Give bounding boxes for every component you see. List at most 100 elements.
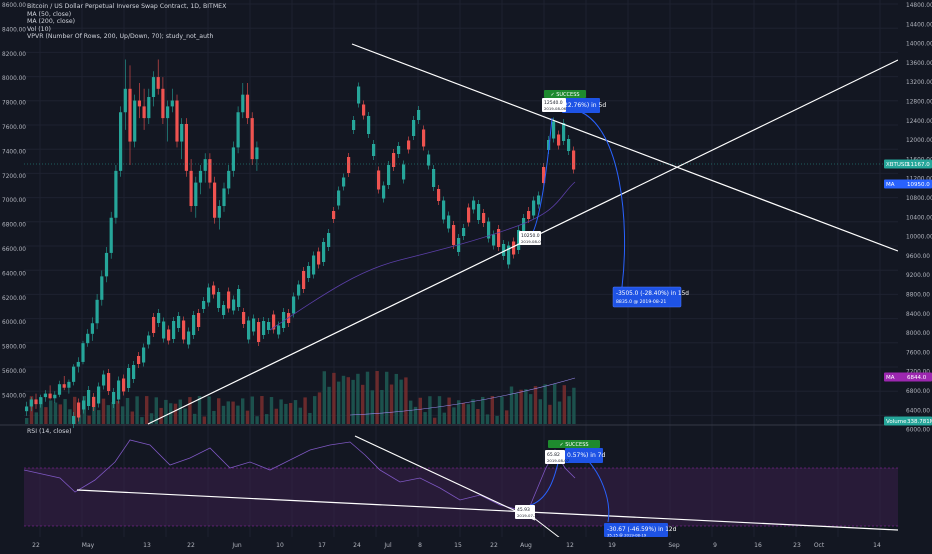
volume-bar (490, 396, 494, 424)
volume-bar (101, 398, 106, 424)
volume-bar (236, 405, 240, 424)
volume-bar (447, 397, 451, 424)
right-axis-tick: 10400.00 (906, 215, 932, 221)
rsi-high-date: 2019-08-07 (547, 458, 570, 463)
grid (0, 0, 932, 537)
candle-body (212, 285, 216, 295)
candle-body (462, 228, 466, 236)
candle-body (377, 170, 381, 190)
volume-bar (351, 379, 355, 424)
volume-bar (418, 397, 422, 424)
candle-body (397, 146, 401, 154)
left-axis-tick: 5800.00 (2, 345, 26, 351)
candle-body (342, 177, 346, 187)
candle-body (250, 118, 254, 160)
candle-body (43, 393, 47, 398)
candle-body (97, 386, 101, 404)
volume-bar (433, 417, 437, 424)
target-label-line2: 8835.0 @ 2019-08-21 (616, 299, 666, 305)
volume-bar (241, 398, 245, 424)
candle-body (180, 123, 184, 142)
volume-bar (178, 399, 182, 424)
volume-bar (265, 414, 269, 424)
candle-body (347, 157, 351, 173)
volume-bar (332, 372, 336, 424)
volume-bar (289, 403, 293, 424)
volume-bar (121, 406, 125, 424)
volume-bar (274, 408, 278, 424)
ma200-tag-value: 6844.0 (907, 375, 927, 381)
x-axis-label: 15 (454, 542, 462, 549)
candle-body (87, 390, 91, 406)
low-point-box (519, 231, 541, 245)
rsi-legend[interactable]: RSI (14, close) (27, 428, 72, 435)
candle-body (222, 188, 226, 207)
right-axis-tick: 14000.00 (906, 42, 932, 48)
candle-body (77, 402, 81, 418)
volume-bar (279, 399, 283, 424)
ma200-tag-label: MA (886, 375, 895, 381)
candle-body (241, 94, 245, 113)
volume-bar (548, 404, 552, 424)
left-axis-tick: 8200.00 (2, 52, 26, 58)
candle-body (482, 213, 486, 223)
right-axis-tick: 8800.00 (906, 293, 930, 299)
candle-body (312, 255, 316, 275)
left-axis-tick: 8400.00 (2, 27, 26, 33)
candle-body (442, 200, 446, 220)
volume-bar (423, 412, 427, 424)
right-axis-tick: 7600.00 (906, 350, 930, 356)
volume-bar (53, 402, 58, 424)
volume-bar (135, 396, 139, 424)
volume-bar (197, 396, 202, 424)
volume-bar (82, 396, 86, 424)
rsi-gain-bg (565, 448, 603, 463)
right-axis-tick: 14800.00 (906, 3, 932, 9)
candle-body (123, 88, 127, 113)
right-axis-tick: 14400.00 (906, 22, 932, 28)
candle-body (151, 77, 156, 98)
volume-bar (380, 390, 384, 424)
x-axis-label: 24 (353, 542, 361, 549)
x-axis-label: 16 (754, 542, 762, 549)
volume-bar (34, 412, 38, 424)
right-axis-tick: 12800.00 (906, 100, 932, 106)
candle-body (282, 312, 286, 328)
candle-body (182, 320, 186, 340)
volume-bar (466, 404, 470, 424)
volume-bar (505, 410, 509, 424)
left-axis-tick: 5600.00 (2, 369, 26, 375)
x-axis-label: 13 (143, 542, 151, 549)
ma-tag-bg (884, 179, 932, 189)
right-axis-tick: 13200.00 (906, 80, 932, 86)
high-point-date: 2019-08-06 (544, 106, 567, 111)
candle-body (104, 252, 109, 277)
candle-body (161, 88, 165, 119)
candle-body (257, 322, 261, 342)
rsi-target-bg (604, 523, 668, 537)
candle-body (562, 123, 566, 141)
candle-body (477, 204, 481, 220)
candle-body (372, 144, 376, 156)
rsi-low-date: 2019-07-31 (517, 513, 540, 518)
candle-body (262, 321, 266, 335)
volume-bar (567, 396, 571, 424)
left-axis-tick: 7400.00 (2, 149, 26, 155)
rsi-target-line2: 35.15 @ 2019-08-19 (607, 533, 647, 538)
volume-bar (293, 400, 298, 424)
volume-bar (298, 407, 302, 424)
candle-body (189, 170, 193, 207)
candle-body (227, 170, 231, 189)
candle-body (202, 301, 206, 309)
x-axis-bg (0, 537, 932, 550)
volume-bar (77, 414, 82, 424)
rsi-low-box (515, 505, 535, 519)
x-axis-label: 10 (276, 542, 284, 549)
low-point-value: 10250.0 (521, 233, 540, 239)
volume-bar (337, 381, 341, 424)
ma50-line (269, 181, 576, 331)
volume-bar (58, 404, 62, 424)
